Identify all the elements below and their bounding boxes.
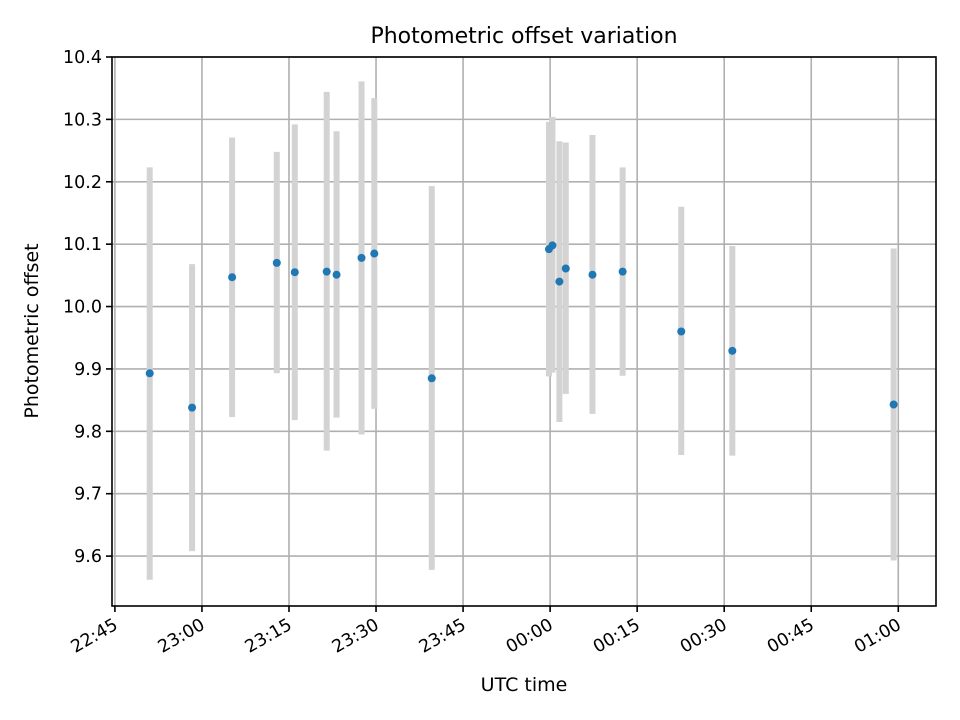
data-point [290, 268, 299, 277]
errorbar-layer [146, 81, 897, 580]
x-tick-label: 23:00 [155, 615, 209, 658]
y-tick-label: 9.9 [74, 360, 102, 380]
x-tick-label: 00:00 [503, 615, 557, 658]
chart-title: Photometric offset variation [370, 24, 677, 49]
y-tick-label: 10.0 [63, 298, 102, 318]
data-point [357, 253, 366, 262]
x-tick-label: 01:00 [851, 615, 905, 658]
y-tick-label: 10.4 [63, 48, 102, 68]
data-point [561, 264, 570, 273]
x-axis-label: UTC time [481, 674, 568, 696]
data-point [677, 327, 686, 336]
data-point [555, 277, 564, 286]
data-point [228, 273, 237, 282]
point-layer [145, 241, 898, 412]
plot-frame [111, 56, 937, 607]
y-tick-label: 9.8 [74, 422, 102, 442]
y-tick-label: 10.3 [63, 110, 102, 130]
y-tick-label: 9.7 [74, 485, 102, 505]
data-point [188, 403, 197, 412]
data-point [272, 258, 281, 267]
data-point [548, 241, 557, 250]
x-tick-label: 00:30 [677, 615, 731, 658]
x-tick-label: 23:30 [329, 615, 383, 658]
x-tick-label: 23:15 [242, 615, 296, 658]
data-point [889, 400, 898, 409]
data-point [618, 267, 627, 276]
x-tick-label: 23:45 [416, 615, 470, 658]
data-point [588, 270, 597, 279]
y-tick-label: 9.6 [74, 547, 102, 567]
data-point [728, 346, 737, 355]
y-tick-label: 10.2 [63, 173, 102, 193]
x-tick-label: 00:15 [590, 615, 644, 658]
x-tick-label: 00:45 [764, 615, 818, 658]
grid-layer [112, 56, 936, 606]
data-point [332, 270, 341, 279]
data-point [145, 369, 154, 378]
data-point [322, 267, 331, 276]
y-axis-label: Photometric offset [21, 243, 43, 418]
data-point [427, 374, 436, 383]
y-tick-label: 10.1 [63, 235, 102, 255]
data-point [370, 249, 379, 258]
x-tick-label: 22:45 [68, 615, 122, 658]
